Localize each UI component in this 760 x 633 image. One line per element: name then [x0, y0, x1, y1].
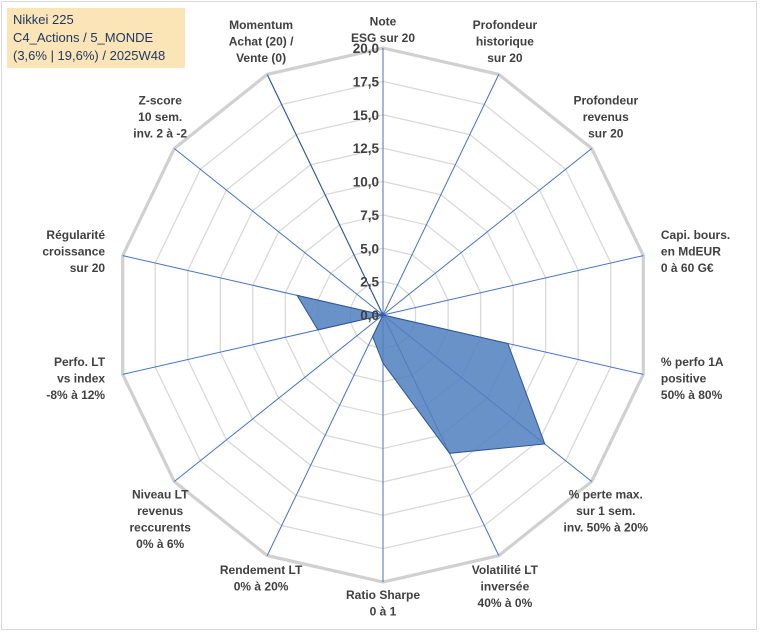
info-period: (3,6% | 19,6%) / 2025W48 — [13, 48, 166, 63]
axis-spoke — [382, 255, 644, 316]
axis-label-line: 0% à 20% — [234, 580, 289, 594]
axis-label-line: sur 20 — [70, 261, 106, 275]
axis-label-line: Momentum — [229, 18, 293, 32]
axis-label-line: Ratio Sharpe — [346, 588, 420, 602]
axis-label-line: vs index — [57, 371, 105, 385]
axis-label-line: Capi. bours. — [661, 228, 730, 242]
axis-label-line: -8% à 12% — [46, 388, 105, 402]
axis-spoke — [382, 148, 593, 316]
axis-label-line: sur 20 — [588, 126, 624, 140]
series-area — [267, 75, 546, 454]
axis-label-line: inversée — [481, 580, 530, 594]
axis-label-line: % perfo 1A — [661, 355, 724, 369]
axis-label-line: reccurents — [130, 521, 192, 535]
axis-label: Ratio Sharpe 0 à 1 — [346, 588, 420, 619]
tick-label: 17,5 — [353, 74, 380, 89]
axis-label: Régularité croissance sur 20 — [42, 228, 105, 275]
tick-label: 2,5 — [360, 275, 379, 290]
tick-label: 10,0 — [353, 175, 379, 190]
axis-label: Niveau LT revenus reccurents 0% à 6% — [130, 488, 192, 552]
axis-label-line: Profondeur — [473, 18, 538, 32]
axis-label-line: inv. 2 à -2 — [133, 126, 187, 140]
axis-label: Capi. bours. en MdEUR 0 à 60 G€ — [661, 228, 730, 275]
info-title: Nikkei 225 — [13, 12, 74, 27]
tick-label: 20,0 — [353, 41, 379, 56]
radial-tick-labels: 0,0 2,5 5,0 7,5 10,0 12,5 15,0 17,5 20,0 — [353, 41, 380, 323]
tick-label: 5,0 — [360, 241, 379, 256]
axis-label-line: 0% à 6% — [136, 537, 184, 551]
axis-label: % perfo 1A positive 50% à 80% — [661, 355, 724, 402]
axis-label: Volatilité LT inversée 40% à 0% — [472, 563, 539, 610]
axis-label: Note ESG sur 20 — [351, 15, 415, 46]
axis-label-line: positive — [661, 371, 707, 385]
axis-label-line: Z-score — [139, 93, 183, 107]
tick-label: 12,5 — [353, 141, 380, 156]
axis-label: Perfo. LT vs index -8% à 12% — [46, 355, 105, 402]
tick-label: 7,5 — [360, 208, 379, 223]
axis-spoke — [382, 74, 500, 316]
axis-label-line: Note — [370, 15, 397, 29]
axis-label-line: Vente (0) — [236, 51, 286, 65]
axis-label-line: revenus — [137, 504, 183, 518]
axis-label: % perte max. sur 1 sem. inv. 50% à 20% — [564, 488, 649, 535]
axis-label-line: croissance — [42, 245, 105, 259]
axis-label-line: Niveau LT — [132, 488, 189, 502]
axis-label: Profondeur revenus sur 20 — [573, 93, 638, 140]
axis-label: Momentum Achat (20) / Vente (0) — [229, 18, 294, 65]
axis-label: Rendement LT 0% à 20% — [220, 563, 303, 594]
axis-label-line: % perte max. — [569, 488, 643, 502]
axis-label-line: Achat (20) / — [229, 34, 294, 48]
axis-label-line: sur 1 sem. — [576, 504, 635, 518]
info-box: Nikkei 225 C4_Actions / 5_MONDE (3,6% | … — [7, 8, 185, 68]
axis-label: Z-score 10 sem. inv. 2 à -2 — [133, 93, 187, 140]
axis-label-line: Régularité — [46, 228, 105, 242]
axis-labels: Note ESG sur 20 Profondeur historique sur 20… — [42, 15, 730, 619]
radar-series — [267, 75, 546, 454]
axis-label-line: Volatilité LT — [472, 563, 539, 577]
axis-spoke — [266, 314, 384, 556]
axis-label-line: 0 à 1 — [370, 605, 397, 619]
axis-label-line: Profondeur — [573, 93, 638, 107]
axis-label: Profondeur historique sur 20 — [473, 18, 538, 65]
axis-label-line: 50% à 80% — [661, 388, 723, 402]
axis-label-line: sur 20 — [487, 51, 523, 65]
axis-label-line: ESG sur 20 — [351, 31, 415, 45]
axis-label-line: revenus — [583, 110, 629, 124]
tick-label: 0,0 — [360, 308, 379, 323]
axis-label-line: 40% à 0% — [478, 596, 533, 610]
axis-spoke — [173, 148, 384, 316]
axis-label-line: historique — [476, 34, 534, 48]
axis-label-line: Rendement LT — [220, 563, 303, 577]
info-category: C4_Actions / 5_MONDE — [13, 30, 154, 45]
axis-label-line: inv. 50% à 20% — [564, 521, 649, 535]
axis-label-line: 10 sem. — [138, 110, 182, 124]
tick-label: 15,0 — [353, 108, 379, 123]
axis-label-line: 0 à 60 G€ — [661, 261, 714, 275]
axis-label-line: Perfo. LT — [54, 355, 106, 369]
axis-spoke — [173, 314, 384, 482]
axis-label-line: en MdEUR — [661, 245, 721, 259]
